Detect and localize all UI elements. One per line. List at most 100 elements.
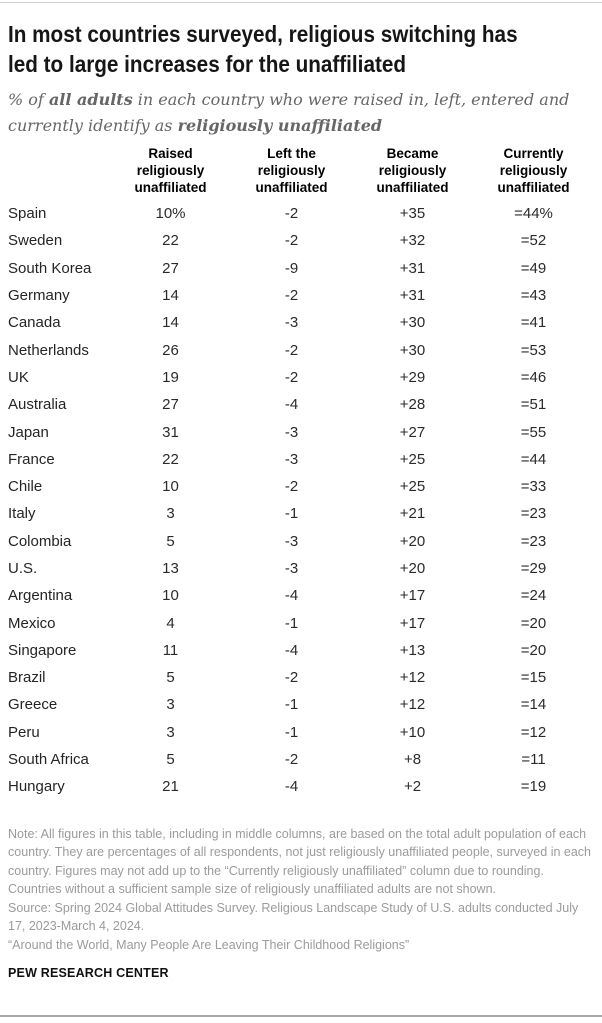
raised-value: 3 <box>166 505 175 523</box>
currently-value: =29 <box>520 560 547 577</box>
country-label: Singapore <box>8 641 77 659</box>
raised-value: 19 <box>162 368 179 386</box>
bottom-divider <box>0 1015 602 1017</box>
currently-value: =24 <box>520 587 547 605</box>
table-row: U.S. 13 -3 +20 =29 <box>8 555 594 582</box>
currently-value: =53 <box>520 341 547 359</box>
currently-value: =15 <box>520 669 547 687</box>
footnotes-block: Note: All figures in this table, includi… <box>8 825 594 955</box>
currently-value: =44% <box>514 205 553 223</box>
left-value: -1 <box>284 505 299 523</box>
country-label: Japan <box>8 423 49 441</box>
title-line-1: In most countries surveyed, religious sw… <box>8 21 518 47</box>
country-label: Canada <box>8 314 61 332</box>
table-row: Singapore 11 -4 +13 =20 <box>8 637 594 664</box>
source-text: Source: Spring 2024 Global Attitudes Sur… <box>8 900 579 934</box>
became-value: +31 <box>399 287 426 305</box>
currently-value: =46 <box>520 368 547 386</box>
country-label: Spain <box>8 205 47 223</box>
raised-value: 13 <box>162 560 179 577</box>
currently-value: =52 <box>520 232 547 250</box>
currently-value: =12 <box>520 723 547 741</box>
raised-value: 4 <box>166 614 175 632</box>
raised-value: 22 <box>162 450 179 468</box>
raised-value: 14 <box>162 314 179 332</box>
currently-value: =55 <box>520 423 547 441</box>
left-value: -1 <box>284 614 299 632</box>
country-label: South Korea <box>8 259 92 277</box>
table-row: Netherlands 26 -2 +30 =53 <box>8 336 594 363</box>
table-row: Australia 27 -4 +28 =51 <box>8 391 594 418</box>
country-label: Peru <box>8 723 40 741</box>
raised-value: 27 <box>162 396 179 414</box>
column-header-raised: Raised religiously unaffiliated <box>134 146 207 195</box>
table-row: Brazil 5 -2 +12 =15 <box>8 664 594 691</box>
subtitle-bold-segment: religiously unaffiliated <box>177 116 383 135</box>
column-header-currently: Currently religiously unaffiliated <box>497 146 570 195</box>
became-value: +35 <box>399 205 426 223</box>
currently-value: =43 <box>520 287 547 305</box>
currently-value: =20 <box>520 641 547 659</box>
raised-value: 5 <box>166 751 175 769</box>
became-value: +21 <box>399 505 426 523</box>
title-line-2: led to large increases for the unaffilia… <box>8 51 407 77</box>
left-value: -3 <box>284 560 299 577</box>
currently-value: =49 <box>520 259 547 277</box>
column-header-became: Became religiously unaffiliated <box>376 146 449 195</box>
currently-value: =51 <box>520 396 547 414</box>
country-label: Germany <box>8 287 70 305</box>
country-label: Italy <box>8 505 36 523</box>
became-value: +8 <box>403 751 422 769</box>
subtitle-segment: % of <box>8 90 49 109</box>
note-text: Note: All figures in this table, includi… <box>8 826 591 897</box>
country-label: Brazil <box>8 669 46 687</box>
became-value: +20 <box>399 560 426 577</box>
became-value: +12 <box>399 696 426 714</box>
country-label: Netherlands <box>8 341 89 359</box>
left-value: -2 <box>284 232 299 250</box>
became-value: +17 <box>399 614 426 632</box>
country-label: Colombia <box>8 532 72 550</box>
country-label: Australia <box>8 396 67 414</box>
page-title: In most countries surveyed, religious sw… <box>8 0 594 79</box>
country-label: Sweden <box>8 232 63 250</box>
currently-value: =11 <box>521 751 546 769</box>
report-title-quote: “Around the World, Many People Are Leavi… <box>8 937 410 952</box>
top-divider <box>0 2 602 3</box>
country-label: France <box>8 450 55 468</box>
became-value: +29 <box>399 368 426 386</box>
country-label: U.S. <box>8 560 38 577</box>
table-row: Spain 10% -2 +35 =44% <box>8 200 594 227</box>
table-row: Mexico 4 -1 +17 =20 <box>8 609 594 636</box>
left-value: -2 <box>284 341 299 359</box>
became-value: +30 <box>399 314 426 332</box>
left-value: -2 <box>284 751 299 769</box>
country-column-header <box>8 145 110 200</box>
country-label: Chile <box>8 478 43 496</box>
currently-value: =14 <box>520 696 547 714</box>
country-label: Argentina <box>8 587 73 605</box>
raised-value: 3 <box>166 723 175 741</box>
table-row: Italy 3 -1 +21 =23 <box>8 500 594 527</box>
raised-value: 10% <box>155 205 186 223</box>
table-row: Japan 31 -3 +27 =55 <box>8 418 594 445</box>
raised-value: 14 <box>162 287 179 305</box>
raised-value: 11 <box>162 641 179 659</box>
table-row: Chile 10 -2 +25 =33 <box>8 473 594 500</box>
table-row: Hungary 21 -4 +2 =19 <box>8 773 594 800</box>
left-value: -4 <box>284 641 299 659</box>
became-value: +28 <box>399 396 426 414</box>
left-value: -2 <box>284 478 299 496</box>
table-row: Sweden 22 -2 +32 =52 <box>8 227 594 254</box>
subtitle-segment: in each country who were raised in, left… <box>132 90 570 109</box>
currently-value: =23 <box>520 532 547 550</box>
pew-research-center-wordmark: PEW RESEARCH CENTER <box>8 966 169 981</box>
subtitle-segment: currently identify as <box>8 116 178 135</box>
became-value: +27 <box>399 423 426 441</box>
table-row: UK 19 -2 +29 =46 <box>8 364 594 391</box>
table-row: Peru 3 -1 +10 =12 <box>8 719 594 746</box>
left-value: -3 <box>284 450 299 468</box>
left-value: -4 <box>284 778 299 796</box>
became-value: +32 <box>399 232 426 250</box>
